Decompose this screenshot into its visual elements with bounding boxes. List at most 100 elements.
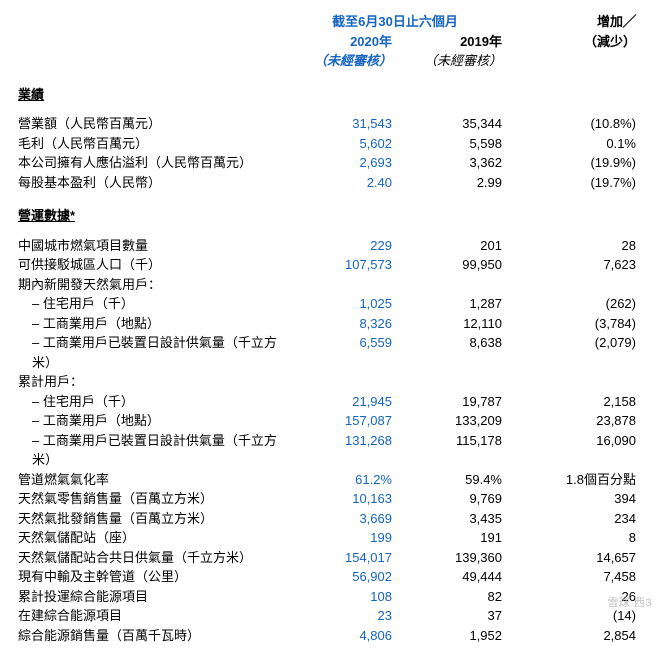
value-change: (19.7%) — [508, 173, 642, 193]
operating-row: 天然氣零售銷售量（百萬立方米）10,1639,769394 — [18, 489, 642, 509]
header-row-1: 截至6月30日止六個月 增加╱ — [18, 12, 642, 32]
value-change: (10.8%) — [508, 114, 642, 134]
operating-row: – 工商業用戶已裝置日設計供氣量（千立方米）6,5598,638(2,079) — [18, 333, 642, 372]
value-change: 14,657 — [508, 548, 642, 568]
results-body: 營業額（人民幣百萬元）31,54335,344(10.8%)毛利（人民幣百萬元）… — [18, 114, 642, 192]
operating-row: 管道燃氣氣化率61.2%59.4%1.8個百分點 — [18, 470, 642, 490]
row-label: 天然氣儲配站（座） — [18, 528, 288, 548]
operating-row: – 住宅用戶（千）21,94519,7872,158 — [18, 392, 642, 412]
value-2019: 82 — [398, 587, 508, 607]
value-change: 394 — [508, 489, 642, 509]
value-2019: 8,638 — [398, 333, 508, 372]
value-2019: 115,178 — [398, 431, 508, 470]
value-2020: 1,025 — [288, 294, 398, 314]
col-change-2: （減少） — [508, 32, 642, 52]
operating-row: 綜合能源銷售量（百萬千瓦時）4,8061,9522,854 — [18, 626, 642, 646]
value-2019: 3,435 — [398, 509, 508, 529]
value-change: 0.1% — [508, 134, 642, 154]
value-2020: 3,669 — [288, 509, 398, 529]
value-2019: 2.99 — [398, 173, 508, 193]
results-row: 本公司擁有人應佔溢利（人民幣百萬元）2,6933,362(19.9%) — [18, 153, 642, 173]
value-change: 7,623 — [508, 255, 642, 275]
operating-row: 天然氣批發銷售量（百萬立方米）3,6693,435234 — [18, 509, 642, 529]
section-results-label: 業績 — [18, 85, 288, 105]
row-label: 天然氣批發銷售量（百萬立方米） — [18, 509, 288, 529]
value-2020: 157,087 — [288, 411, 398, 431]
value-2019: 1,287 — [398, 294, 508, 314]
value-2020: 6,559 — [288, 333, 398, 372]
value-change: 16,090 — [508, 431, 642, 470]
row-label: 天然氣零售銷售量（百萬立方米） — [18, 489, 288, 509]
row-label: – 住宅用戶（千） — [18, 294, 288, 314]
operating-body: 中國城市燃氣項目數量22920128可供接駁城區人口（千）107,57399,9… — [18, 236, 642, 646]
operating-row: – 住宅用戶（千）1,0251,287(262) — [18, 294, 642, 314]
value-change: 26 — [508, 587, 642, 607]
value-change: (2,079) — [508, 333, 642, 372]
value-change: 28 — [508, 236, 642, 256]
row-label: – 工商業用戶（地點） — [18, 314, 288, 334]
row-label: 天然氣儲配站合共日供氣量（千立方米） — [18, 548, 288, 568]
value-2020: 108 — [288, 587, 398, 607]
results-row: 每股基本盈利（人民幣）2.402.99(19.7%) — [18, 173, 642, 193]
value-change: 1.8個百分點 — [508, 470, 642, 490]
operating-row: 可供接駁城區人口（千）107,57399,9507,623 — [18, 255, 642, 275]
value-2020: 21,945 — [288, 392, 398, 412]
value-2020: 4,806 — [288, 626, 398, 646]
operating-row: – 工商業用戶（地點）8,32612,110(3,784) — [18, 314, 642, 334]
row-label: 營業額（人民幣百萬元） — [18, 114, 288, 134]
row-label: 本公司擁有人應佔溢利（人民幣百萬元） — [18, 153, 288, 173]
value-2019: 19,787 — [398, 392, 508, 412]
row-label: – 工商業用戶（地點） — [18, 411, 288, 431]
row-label: 中國城市燃氣項目數量 — [18, 236, 288, 256]
value-2019: 59.4% — [398, 470, 508, 490]
value-2020: 8,326 — [288, 314, 398, 334]
value-2020: 56,902 — [288, 567, 398, 587]
section-results: 業績 — [18, 81, 642, 105]
row-label: 可供接駁城區人口（千） — [18, 255, 288, 275]
operating-row: – 工商業用戶已裝置日設計供氣量（千立方米）131,268115,17816,0… — [18, 431, 642, 470]
operating-row: 天然氣儲配站合共日供氣量（千立方米）154,017139,36014,657 — [18, 548, 642, 568]
value-2019: 49,444 — [398, 567, 508, 587]
header-row-2: 2020年 2019年 （減少） — [18, 32, 642, 52]
value-2019: 35,344 — [398, 114, 508, 134]
unaudited-2020: （未經審核） — [288, 51, 398, 71]
value-2020: 107,573 — [288, 255, 398, 275]
value-2020: 2.40 — [288, 173, 398, 193]
col-2019: 2019年 — [398, 32, 508, 52]
row-label: 管道燃氣氣化率 — [18, 470, 288, 490]
row-label: 在建綜合能源項目 — [18, 606, 288, 626]
row-label: – 工商業用戶已裝置日設計供氣量（千立方米） — [18, 431, 288, 470]
value-2020: 5,602 — [288, 134, 398, 154]
value-2020: 10,163 — [288, 489, 398, 509]
financial-table: 截至6月30日止六個月 增加╱ 2020年 2019年 （減少） （未經審核） … — [18, 12, 642, 645]
row-label: 綜合能源銷售量（百萬千瓦時） — [18, 626, 288, 646]
col-change-1: 增加╱ — [508, 12, 642, 32]
value-2019: 99,950 — [398, 255, 508, 275]
row-label: 期內新開發天然氣用戶： — [18, 275, 288, 295]
section-operating: 營運數據* — [18, 202, 642, 226]
row-label: 每股基本盈利（人民幣） — [18, 173, 288, 193]
value-2020: 31,543 — [288, 114, 398, 134]
operating-row: 在建綜合能源項目2337(14) — [18, 606, 642, 626]
row-label: 現有中輸及主幹管道（公里） — [18, 567, 288, 587]
row-label: 毛利（人民幣百萬元） — [18, 134, 288, 154]
value-2019: 1,952 — [398, 626, 508, 646]
value-change: 23,878 — [508, 411, 642, 431]
value-2020: 61.2% — [288, 470, 398, 490]
value-2020: 154,017 — [288, 548, 398, 568]
value-change: 8 — [508, 528, 642, 548]
section-operating-label: 營運數據* — [18, 206, 288, 226]
operating-row: 期內新開發天然氣用戶： — [18, 275, 642, 295]
value-2020: 2,693 — [288, 153, 398, 173]
operating-row: 累計用戶： — [18, 372, 642, 392]
value-2020: 199 — [288, 528, 398, 548]
row-label: 累計用戶： — [18, 372, 288, 392]
unaudited-2019: （未經審核） — [398, 51, 508, 71]
value-change: (262) — [508, 294, 642, 314]
results-row: 營業額（人民幣百萬元）31,54335,344(10.8%) — [18, 114, 642, 134]
col-2020: 2020年 — [288, 32, 398, 52]
value-change: 234 — [508, 509, 642, 529]
value-2020: 23 — [288, 606, 398, 626]
header-row-3: （未經審核） （未經審核） — [18, 51, 642, 71]
value-2019: 191 — [398, 528, 508, 548]
